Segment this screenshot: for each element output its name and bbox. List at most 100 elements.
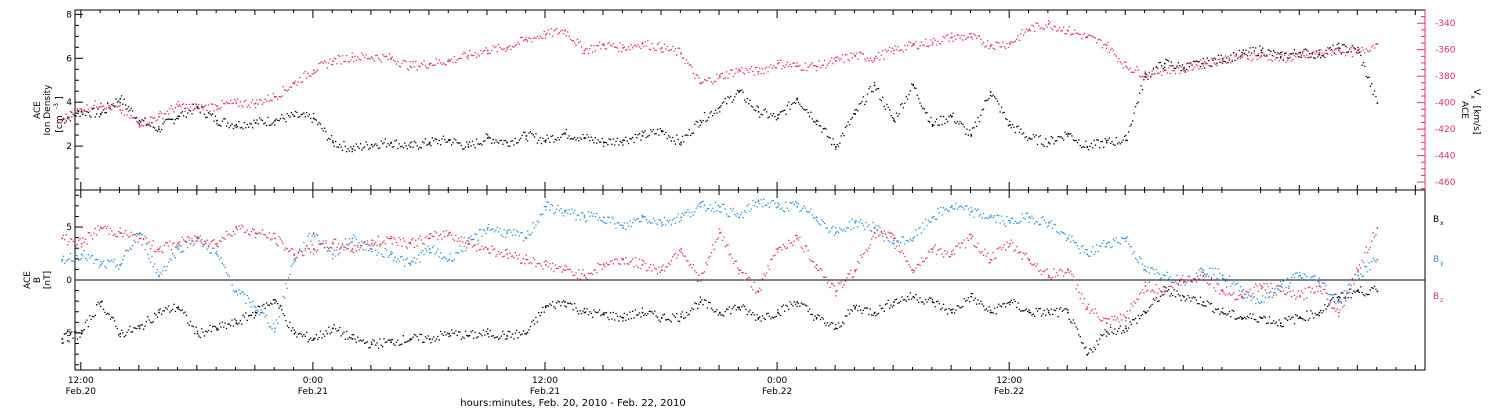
by-point [1285,286,1287,289]
by-point [223,264,225,266]
bz-point [996,248,998,250]
by-point [1038,224,1040,226]
by-point [622,224,624,227]
proton-speed-sample [428,62,431,65]
bx-point [188,324,190,326]
bx-point [813,319,815,321]
ion-density-point [749,99,751,101]
bz-point [598,263,601,266]
by-point [1213,274,1215,276]
by-sample [332,253,334,256]
bz-point [732,262,735,265]
proton-speed-point [509,45,511,47]
proton-speed-point [654,49,656,51]
bx-point [556,302,558,304]
proton-speed-point [640,47,642,50]
bz-point [764,275,766,277]
ion-density-sample [525,135,528,137]
ion-density-point [702,119,704,122]
proton-speed-point [422,63,424,66]
bz-point [437,238,439,241]
by-point [638,221,641,223]
bx-point [408,340,410,342]
proton-speed-point [1343,51,1345,54]
proton-speed-point [625,49,627,52]
by-sample [487,227,489,229]
proton-speed-point [84,110,87,113]
by-point [158,276,160,278]
bz-point [275,243,277,245]
bx-point [485,331,487,333]
proton-speed-point [1043,28,1045,30]
proton-speed-point [1159,71,1162,73]
bz-point [981,251,983,253]
proton-speed-point [1123,61,1126,63]
ion-density-point [213,120,215,122]
proton-speed-sample [680,52,682,54]
by-point [528,233,530,236]
bx-point [475,337,478,339]
bz-point [220,241,222,243]
ion-density-sample [680,141,682,144]
bx-point [687,314,689,316]
by-point [1049,222,1051,224]
ion-density-point [312,112,315,115]
by-point [1056,231,1058,233]
ion-density-point [199,112,201,114]
bx-point [873,312,876,315]
by-point [405,258,407,261]
ion-density-point [1021,133,1023,135]
by-point [1032,217,1034,220]
proton-speed-point [116,106,118,108]
ion-density-point [97,108,99,110]
bx-point [90,318,92,321]
bx-point [80,329,83,332]
bx-point [952,308,954,310]
ion-density-point [1132,120,1134,122]
by-point [1063,232,1065,234]
by-point [1329,293,1331,296]
ion-density-point [336,146,338,148]
proton-speed-point [1118,58,1120,60]
proton-speed-sample [390,57,392,60]
bz-point [393,236,395,239]
proton-speed-point [510,48,512,51]
by-point [93,262,95,265]
ion-density-point [1344,45,1347,47]
bz-point [982,254,985,256]
bz-point [1014,249,1016,251]
bx-point [676,313,678,315]
proton-speed-point [850,52,852,54]
bx-point [1304,319,1307,322]
by-point [600,219,602,222]
ion-density-point [111,103,113,106]
ion-density-point [492,138,494,141]
ion-density-point [826,135,829,138]
bx-point [123,336,125,338]
bx-point [350,337,352,339]
proton-speed-point [1328,48,1330,50]
bz-point [420,239,422,241]
ion-density-point [955,122,957,124]
ion-density-point [288,115,290,117]
bx-point [379,338,381,340]
ion-density-point [898,113,900,115]
by-point [562,215,565,217]
proton-speed-point [140,125,142,127]
bz-point [763,273,765,275]
ion-density-point [1343,43,1345,46]
bz-point [980,252,982,254]
by-point [1320,286,1322,288]
bz-point [1238,294,1240,297]
proton-speed-point [714,80,717,82]
by-point [375,249,377,251]
bz [61,224,1379,326]
bz-point [478,249,480,251]
bx-point [498,338,500,340]
ion-density-point [1190,62,1192,64]
bx-point [79,336,81,338]
bx-point [1322,310,1325,312]
by-sample [1028,216,1031,219]
bx-point [422,341,424,344]
ion-density-point [1100,140,1102,143]
